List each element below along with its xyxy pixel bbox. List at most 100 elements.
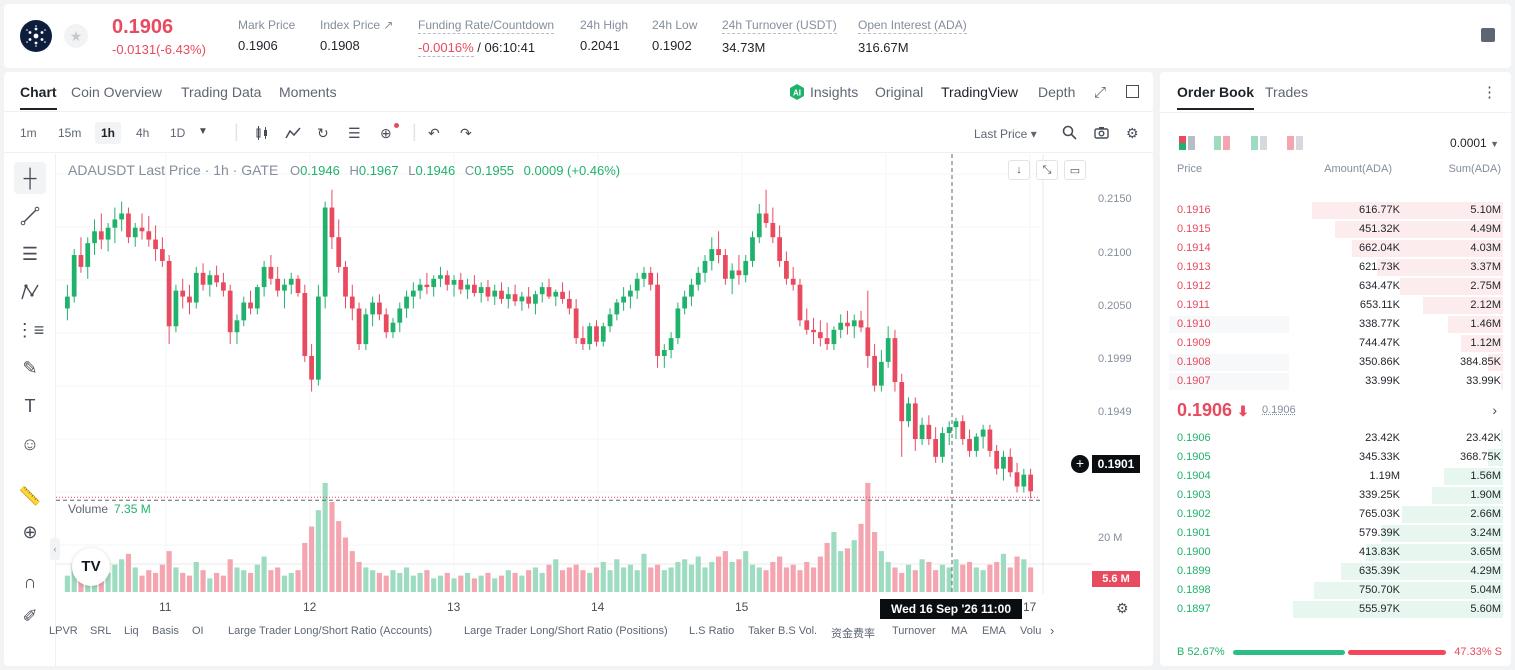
brush-icon[interactable]: ✎ — [22, 357, 38, 378]
indicator-taker-vol[interactable]: Taker B.S Vol. — [748, 625, 818, 637]
expand-icon[interactable]: ⤢ — [1094, 84, 1107, 101]
lock-drawing-icon[interactable]: ✐ — [22, 605, 38, 626]
indicator-liq[interactable]: Liq — [124, 625, 139, 637]
ask-row[interactable]: 0.1912 634.47K 2.75M — [1160, 277, 1511, 296]
indicator-srl[interactable]: SRL — [90, 625, 112, 637]
indicator-lt-accounts[interactable]: Large Trader Long/Short Ratio (Accounts) — [228, 625, 433, 637]
search-icon[interactable] — [1062, 125, 1077, 143]
interval-15m[interactable]: 15m — [58, 126, 82, 140]
book-mode-both-icon[interactable] — [1179, 136, 1195, 150]
indicator-ema[interactable]: EMA — [982, 625, 1006, 637]
tab-tradingview[interactable]: TradingView — [941, 84, 1019, 100]
indicator-ma[interactable]: MA — [951, 625, 968, 637]
interval-1d[interactable]: 1D — [170, 126, 186, 140]
more-icon[interactable]: ⋮ — [1482, 84, 1497, 101]
zoom-in-icon[interactable]: ⊕ — [22, 521, 38, 542]
ask-row[interactable]: 0.1911 653.11K 2.12M — [1160, 296, 1511, 315]
interval-1h[interactable]: 1h — [95, 122, 122, 144]
indicator-oi[interactable]: OI — [192, 625, 204, 637]
indicator-lt-positions[interactable]: Large Trader Long/Short Ratio (Positions… — [464, 625, 668, 637]
window-icon[interactable] — [1126, 85, 1139, 98]
indicators-icon[interactable] — [285, 125, 301, 144]
replay-icon[interactable]: ↻ — [317, 125, 329, 141]
indicator-funding-rate[interactable]: 资金费率 — [831, 628, 875, 640]
ruler-icon[interactable]: 📏 — [18, 485, 42, 506]
volume-bar — [152, 572, 159, 592]
indicator-basis[interactable]: Basis — [152, 625, 179, 637]
chart-settings-icon[interactable]: ⚙ — [1116, 600, 1129, 616]
book-mode-depth-icon[interactable] — [1287, 136, 1303, 150]
bid-row[interactable]: 0.1901 579.39K 3.24M — [1160, 524, 1511, 543]
gear-icon[interactable]: ⚙ — [1126, 125, 1139, 141]
camera-icon[interactable] — [1094, 125, 1109, 143]
trendline-icon[interactable] — [14, 200, 46, 232]
indicator-turnover[interactable]: Turnover — [892, 625, 936, 637]
precision-select[interactable]: 0.0001 ▼ — [1450, 136, 1499, 150]
bid-row[interactable]: 0.1900 413.83K 3.65M — [1160, 543, 1511, 562]
bid-row[interactable]: 0.1897 555.97K 5.60M — [1160, 600, 1511, 619]
tradingview-logo[interactable]: TV — [72, 548, 110, 586]
bid-row[interactable]: 0.1903 339.25K 1.90M — [1160, 486, 1511, 505]
ask-price: 0.1910 — [1177, 318, 1211, 330]
collapse-pane-icon[interactable]: ⤡ — [1036, 160, 1058, 180]
indicator-lpvr[interactable]: LPVR — [49, 625, 78, 637]
bid-row[interactable]: 0.1905 345.33K 368.75K — [1160, 448, 1511, 467]
bid-row[interactable]: 0.1898 750.70K 5.04M — [1160, 581, 1511, 600]
tab-trades[interactable]: Trades — [1265, 84, 1309, 100]
ask-row[interactable]: 0.1910 338.77K 1.46M — [1160, 315, 1511, 334]
fib-icon[interactable]: ☰ — [21, 243, 39, 264]
volume-bar — [749, 564, 756, 592]
stat-index-price[interactable]: Index Price ↗ 0.1908 — [320, 18, 393, 53]
tab-original[interactable]: Original — [875, 84, 924, 100]
bid-row[interactable]: 0.1904 1.19M 1.56M — [1160, 467, 1511, 486]
scroll-down-icon[interactable]: ↓ — [1008, 160, 1030, 180]
precision-value: 0.0001 — [1450, 136, 1487, 150]
price-chart[interactable] — [56, 154, 1092, 594]
ask-row[interactable]: 0.1914 662.04K 4.03M — [1160, 239, 1511, 258]
crosshair-icon[interactable]: ┼ — [14, 162, 46, 194]
candles-icon[interactable] — [254, 125, 270, 144]
collapse-toolbar-icon[interactable]: ‹ — [50, 538, 60, 560]
book-icon[interactable] — [1481, 28, 1495, 42]
insights-icon[interactable]: AI — [788, 83, 806, 104]
ask-row[interactable]: 0.1908 350.86K 384.85K — [1160, 353, 1511, 372]
pattern-icon[interactable] — [14, 276, 46, 308]
ask-row[interactable]: 0.1907 33.99K 33.99K — [1160, 372, 1511, 391]
prediction-icon[interactable]: ⋮≡ — [15, 319, 45, 340]
interval-4h[interactable]: 4h — [136, 126, 150, 140]
tab-insights[interactable]: Insights — [810, 84, 859, 100]
maximize-pane-icon[interactable]: ▭ — [1064, 160, 1086, 180]
emoji-icon[interactable]: ☺ — [20, 433, 40, 454]
indicator-volume[interactable]: Volu — [1020, 625, 1042, 637]
tab-trading-data[interactable]: Trading Data — [181, 84, 262, 100]
ask-row[interactable]: 0.1913 621.73K 3.37M — [1160, 258, 1511, 277]
indicator-ls-ratio[interactable]: L.S Ratio — [689, 625, 735, 637]
chevron-right-icon[interactable]: › — [1050, 623, 1055, 638]
ask-row[interactable]: 0.1916 616.77K 5.10M — [1160, 201, 1511, 220]
candle-body — [804, 320, 810, 330]
price-type-select[interactable]: Last Price ▾ — [974, 127, 1037, 141]
book-mode-bids-icon[interactable] — [1214, 136, 1230, 150]
ask-row[interactable]: 0.1909 744.47K 1.12M — [1160, 334, 1511, 353]
bid-row[interactable]: 0.1899 635.39K 4.29M — [1160, 562, 1511, 581]
tab-chart[interactable]: Chart — [20, 84, 57, 110]
tab-order-book[interactable]: Order Book — [1177, 84, 1255, 110]
tab-coin-overview[interactable]: Coin Overview — [71, 84, 163, 100]
book-mode-asks-icon[interactable] — [1251, 136, 1267, 150]
templates-icon[interactable]: ☰ — [348, 125, 361, 141]
tab-depth[interactable]: Depth — [1038, 84, 1076, 100]
chevron-right-icon[interactable]: › — [1492, 402, 1497, 418]
redo-icon[interactable]: ↷ — [460, 125, 472, 141]
tab-moments[interactable]: Moments — [279, 84, 337, 100]
interval-1m[interactable]: 1m — [20, 126, 37, 140]
bid-row[interactable]: 0.1906 23.42K 23.42K — [1160, 429, 1511, 448]
text-icon[interactable]: T — [24, 395, 36, 416]
interval-dropdown-icon[interactable]: ▼ — [198, 126, 208, 137]
undo-icon[interactable]: ↶ — [428, 125, 440, 141]
bid-row[interactable]: 0.1902 765.03K 2.66M — [1160, 505, 1511, 524]
magnet-icon[interactable]: ∩ — [23, 571, 37, 592]
ask-row[interactable]: 0.1915 451.32K 4.49M — [1160, 220, 1511, 239]
star-icon[interactable]: ★ — [64, 24, 88, 48]
add-indicator-icon[interactable]: ⊕ — [380, 123, 399, 142]
add-alert-icon[interactable]: + — [1071, 455, 1089, 473]
